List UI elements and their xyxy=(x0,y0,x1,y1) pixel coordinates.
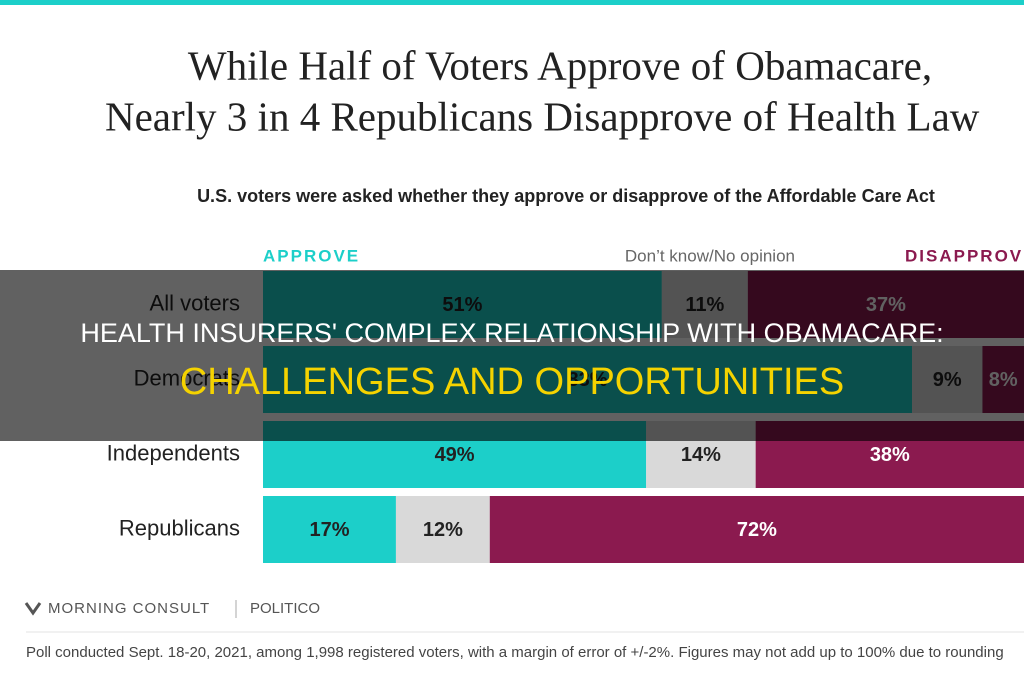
value-label: 12% xyxy=(423,519,463,541)
overlay-band xyxy=(0,270,1024,441)
legend-label: DISAPPROVE xyxy=(905,246,1024,265)
chart-title: Nearly 3 in 4 Republicans Disapprove of … xyxy=(105,93,980,139)
chart-title: While Half of Voters Approve of Obamacar… xyxy=(188,42,932,88)
bar-segment xyxy=(489,496,1024,563)
bar-segment xyxy=(263,496,396,563)
category-label: Republicans xyxy=(119,515,240,540)
overlay-subtitle: CHALLENGES AND OPPORTUNITIES xyxy=(180,361,844,403)
top-rule xyxy=(0,0,1024,5)
footnote: Poll conducted Sept. 18-20, 2021, among … xyxy=(26,644,1004,661)
legend-label: APPROVE xyxy=(263,246,360,265)
value-label: 72% xyxy=(737,519,777,541)
value-label: 17% xyxy=(309,519,349,541)
bar-segment xyxy=(395,496,490,563)
source: MORNING CONSULT xyxy=(48,600,210,617)
source: POLITICO xyxy=(250,600,320,617)
overlay-title: HEALTH INSURERS' COMPLEX RELATIONSHIP WI… xyxy=(80,318,943,348)
category-label: Independents xyxy=(107,440,240,465)
logo-icon xyxy=(24,602,42,616)
value-label: 14% xyxy=(681,444,721,466)
chart-subtitle: U.S. voters were asked whether they appr… xyxy=(197,186,935,206)
value-label: 49% xyxy=(435,444,475,466)
legend-label: Don’t know/No opinion xyxy=(625,246,795,265)
value-label: 38% xyxy=(870,444,910,466)
